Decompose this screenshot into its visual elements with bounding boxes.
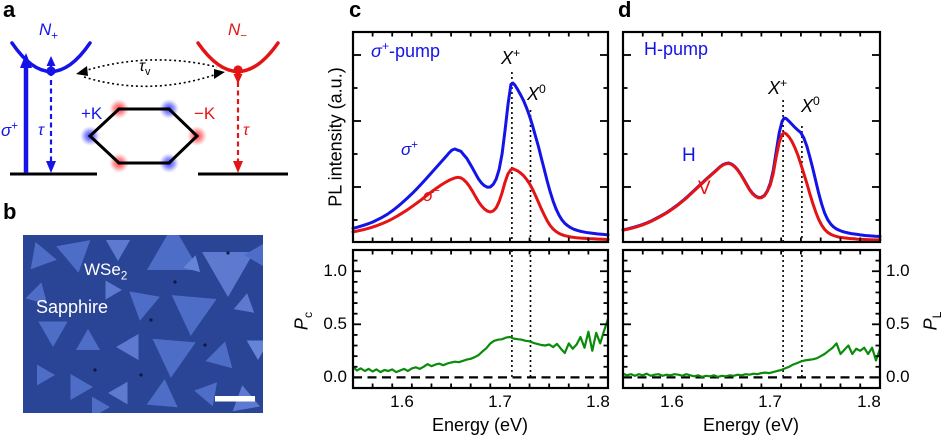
intervalley-arrows [76,59,225,88]
d-xtick-16: 1.6 [660,392,684,411]
d-v-curve [621,131,882,242]
c-x-axis-title: Energy (eV) [431,415,529,435]
wse2-flake [38,321,68,347]
tau-left-label: τ [38,122,44,139]
n-minus-label: N− [228,20,248,43]
wse2-flake [70,374,93,400]
d-xtick-18: 1.8 [857,392,881,411]
wse2-flake [30,242,57,270]
wse2-flake [147,235,199,270]
wse2-flake [37,364,55,386]
d-x-zero-label: X0 [801,94,820,116]
d-ytick-0: 0.0 [886,367,910,386]
wse2-flake [146,379,178,408]
wse2-flake [105,280,122,300]
wse2-flake [202,252,254,297]
d-top-axes [621,30,882,244]
c-sigma-plus-label: σ+ [401,139,419,159]
d-h-label: H [682,145,696,166]
panel-label-d: d [618,0,632,22]
c-xtick-17: 1.7 [488,392,512,411]
wse2-flake [152,338,196,378]
micrograph-dot [173,280,177,284]
c-y-axis-title: PL intensity (a.u.) [325,67,346,207]
d-x-plus-label: X+ [768,76,788,98]
micrograph-dot [203,343,207,347]
plus-k-label: +K [81,104,103,123]
wse2-flake [105,240,131,261]
wse2-flake [171,295,217,336]
panel-d-chart [621,30,882,390]
c-top-axes [351,30,610,244]
wse2-flake [246,340,263,360]
micrograph-dot [149,318,153,322]
micrograph [23,235,263,413]
panel-label-b: b [3,199,17,224]
material-label: WSe2 [84,260,128,283]
wse2-flake [194,382,217,407]
c-ytick-05: 0.5 [323,314,347,333]
wse2-flake [108,381,128,405]
c-x-zero-label: X0 [527,82,546,104]
wse2-flake [233,293,255,313]
d-xtick-17: 1.7 [758,392,782,411]
tau-v-label: τv [139,58,151,79]
valley-diagram [10,41,288,176]
wse2-flake [183,255,201,273]
wse2-flake [75,329,101,350]
brillouin-hexagon [80,99,207,173]
d-ytick-1: 1.0 [886,261,910,280]
recombination-arrow-right [233,82,243,173]
tau-right-label: τ [243,122,249,139]
d-h-curve [621,116,882,238]
panel-label-c: c [349,0,362,22]
c-x-plus-label: X+ [501,46,521,68]
d-bottom-y-axis-title: PL [920,311,945,331]
substrate-label: Sapphire [36,297,109,317]
panel-c-chart [351,30,610,390]
d-bottom-axes [621,248,882,390]
wse2-flake [116,334,139,360]
d-pl-curve [621,342,882,378]
n-plus-label: N+ [39,20,59,43]
c-sigma-minus-label: σ− [423,185,441,205]
c-sigma-plus-curve [351,81,610,237]
c-ytick-0: 0.0 [323,367,347,386]
wse2-flake [56,240,91,273]
c-sigma-minus-curve [351,167,610,241]
d-v-label: V [698,178,711,199]
micrograph-dot [93,368,97,372]
wse2-flake [205,341,233,369]
c-bottom-y-axis-title: Pc [291,311,316,331]
micrograph-dot [226,251,230,255]
c-pc-curve [351,317,610,374]
c-ytick-1: 1.0 [323,261,347,280]
wse2-flake [25,282,48,305]
minus-k-label: −K [194,104,216,123]
panel-label-a: a [3,0,16,22]
recombination-arrow-left [46,80,56,173]
d-pump-label: H-pump [644,39,709,59]
wse2-flake [92,396,110,413]
c-xtick-16: 1.6 [390,392,414,411]
c-bottom-axes [351,248,610,390]
sigma-pump-arrow-label: σ+ [1,120,19,140]
wse2-flake [129,291,160,321]
scale-bar [215,396,255,402]
micrograph-dot [139,373,143,377]
d-ytick-05: 0.5 [886,314,910,333]
pump-arrow [20,53,32,173]
electron-spin-up [46,56,56,76]
d-x-axis-title: Energy (eV) [702,415,800,435]
c-pump-label: σ+-pump [371,39,441,61]
wse2-flake [244,243,263,267]
electron-spin-down [233,65,243,84]
c-xtick-18: 1.8 [586,392,610,411]
